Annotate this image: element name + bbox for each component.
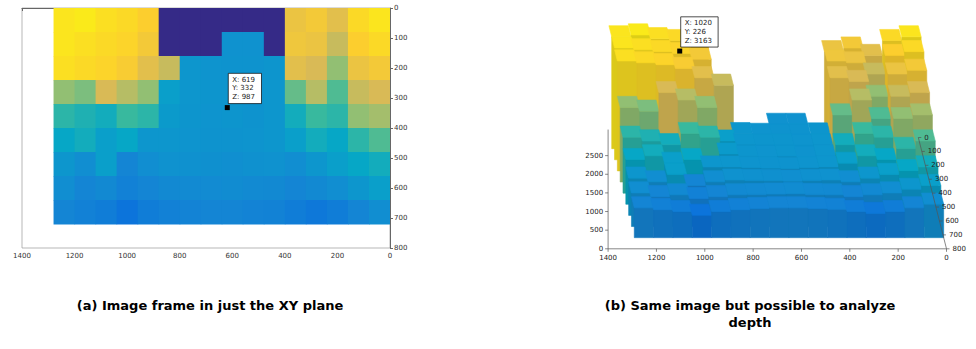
svg-text:Z: 987: Z: 987 — [232, 93, 255, 101]
svg-text:1000: 1000 — [696, 254, 714, 262]
svg-text:100: 100 — [394, 34, 407, 42]
svg-text:500: 500 — [942, 203, 955, 211]
svg-text:300: 300 — [394, 94, 407, 102]
svg-text:200: 200 — [394, 64, 407, 72]
svg-text:800: 800 — [746, 254, 759, 262]
svg-text:500: 500 — [590, 226, 603, 234]
svg-text:1200: 1200 — [648, 254, 666, 262]
svg-text:1200: 1200 — [66, 252, 84, 260]
svg-text:Same image but possible to ana: Same image but possible to analyze — [626, 298, 896, 313]
svg-text:0: 0 — [394, 4, 398, 12]
svg-text:700: 700 — [949, 231, 962, 239]
svg-text:100: 100 — [928, 147, 941, 155]
svg-text:1400: 1400 — [13, 252, 31, 260]
svg-text:0: 0 — [599, 245, 603, 253]
svg-text:1400: 1400 — [599, 254, 617, 262]
svg-text:Z: 3163: Z: 3163 — [685, 37, 712, 45]
svg-text:Image frame in just the XY pla: Image frame in just the XY plane — [97, 298, 343, 313]
svg-text:1000: 1000 — [118, 252, 136, 260]
svg-text:700: 700 — [394, 214, 407, 222]
svg-text:(b): (b) — [605, 298, 626, 313]
svg-text:0: 0 — [944, 254, 948, 262]
svg-text:800: 800 — [394, 244, 407, 252]
svg-text:1000: 1000 — [585, 208, 603, 216]
svg-text:400: 400 — [278, 252, 291, 260]
svg-text:X: 619: X: 619 — [232, 76, 255, 84]
svg-text:200: 200 — [891, 254, 904, 262]
svg-text:depth: depth — [729, 315, 772, 330]
svg-text:300: 300 — [935, 175, 948, 183]
svg-text:2500: 2500 — [585, 152, 603, 160]
svg-text:800: 800 — [173, 252, 186, 260]
svg-text:800: 800 — [953, 245, 966, 253]
svg-text:200: 200 — [931, 161, 944, 169]
svg-text:600: 600 — [945, 217, 958, 225]
svg-text:Y: 332: Y: 332 — [231, 84, 253, 92]
svg-text:500: 500 — [394, 154, 407, 162]
svg-text:X: 1020: X: 1020 — [685, 19, 712, 27]
svg-text:600: 600 — [226, 252, 239, 260]
svg-text:0: 0 — [388, 252, 392, 260]
svg-text:2000: 2000 — [585, 170, 603, 178]
svg-text:600: 600 — [795, 254, 808, 262]
svg-text:400: 400 — [843, 254, 856, 262]
svg-text:(a): (a) — [77, 298, 98, 313]
svg-text:1500: 1500 — [585, 189, 603, 197]
svg-text:400: 400 — [938, 189, 951, 197]
svg-text:0: 0 — [924, 134, 928, 142]
svg-text:Y: 226: Y: 226 — [684, 28, 707, 36]
svg-text:600: 600 — [394, 184, 407, 192]
svg-text:200: 200 — [331, 252, 344, 260]
svg-text:400: 400 — [394, 124, 407, 132]
